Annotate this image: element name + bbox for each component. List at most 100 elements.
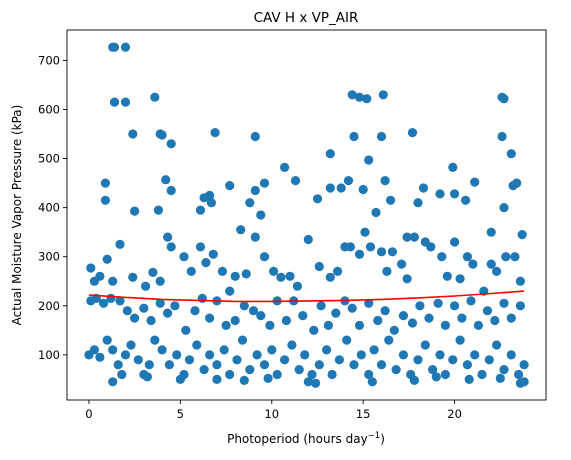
data-point	[384, 335, 394, 345]
data-point	[250, 232, 260, 242]
data-point	[450, 189, 460, 199]
data-point	[250, 131, 260, 142]
data-point	[153, 205, 163, 215]
data-point	[108, 377, 118, 387]
data-point	[120, 42, 131, 52]
data-point	[303, 234, 313, 245]
data-point	[322, 345, 332, 355]
data-point	[155, 298, 165, 308]
data-point	[462, 252, 472, 262]
points-layer	[84, 42, 529, 388]
data-point	[245, 365, 255, 375]
data-point	[358, 184, 368, 195]
data-point	[130, 206, 140, 216]
data-point	[442, 271, 452, 281]
data-point	[298, 311, 308, 321]
data-point	[267, 345, 277, 355]
data-point	[435, 189, 445, 199]
data-point	[464, 374, 474, 384]
data-point	[225, 181, 235, 191]
data-point	[519, 360, 529, 370]
data-point	[437, 252, 447, 262]
data-point	[413, 198, 423, 208]
data-point	[192, 340, 202, 350]
data-point	[108, 345, 118, 355]
data-point	[259, 360, 270, 370]
data-point	[120, 97, 131, 107]
data-point	[499, 94, 509, 104]
data-point	[354, 320, 365, 330]
data-point	[364, 155, 374, 165]
data-point	[499, 203, 509, 213]
data-point	[486, 259, 496, 269]
data-point	[420, 340, 430, 350]
data-point	[334, 355, 344, 365]
data-point	[517, 230, 527, 240]
data-point	[95, 352, 105, 362]
data-point	[210, 128, 220, 138]
data-point	[402, 232, 412, 242]
data-point	[150, 92, 160, 102]
data-point	[486, 227, 496, 237]
data-point	[265, 320, 275, 330]
data-point	[431, 372, 441, 382]
data-point	[172, 350, 182, 360]
data-point	[181, 325, 191, 335]
data-point	[364, 369, 374, 380]
data-point	[100, 178, 110, 188]
data-point	[389, 325, 399, 335]
data-point	[303, 377, 313, 387]
x-tick-label: 10	[264, 407, 279, 421]
data-point	[100, 195, 110, 205]
data-point	[221, 320, 231, 330]
data-point	[325, 149, 335, 159]
data-point	[373, 315, 383, 326]
data-point	[492, 340, 502, 350]
data-point	[163, 308, 173, 318]
data-point	[333, 266, 343, 276]
data-point	[349, 131, 359, 142]
data-point	[365, 242, 376, 252]
data-point	[130, 313, 140, 323]
data-point	[256, 210, 266, 220]
data-point	[360, 227, 370, 237]
x-axis-label-end: )	[380, 432, 385, 446]
y-tick-label: 200	[38, 299, 60, 313]
data-point	[205, 190, 215, 200]
data-point	[312, 194, 323, 204]
data-point	[241, 269, 251, 279]
data-point	[477, 369, 487, 380]
data-point	[99, 298, 109, 308]
data-point	[248, 306, 259, 316]
data-point	[259, 178, 270, 188]
data-point	[325, 183, 335, 193]
data-point	[219, 345, 229, 355]
data-point	[362, 94, 372, 104]
data-point	[347, 90, 357, 100]
data-point	[473, 320, 483, 330]
data-point	[323, 320, 333, 330]
data-point	[157, 345, 167, 355]
data-point	[170, 301, 180, 311]
data-point	[506, 149, 516, 159]
data-point	[450, 301, 460, 311]
data-point	[413, 355, 423, 365]
x-tick-label: 5	[177, 407, 184, 421]
data-point	[197, 293, 207, 303]
data-point	[515, 276, 526, 286]
data-point	[236, 225, 246, 235]
data-point	[466, 296, 476, 306]
data-point	[418, 183, 429, 193]
data-point	[380, 306, 390, 316]
data-point	[133, 355, 143, 365]
data-point	[281, 315, 291, 326]
y-tick-label: 600	[38, 102, 60, 116]
data-point	[294, 365, 304, 375]
data-point	[426, 242, 436, 252]
data-point	[382, 266, 392, 276]
data-point	[407, 318, 418, 328]
data-point	[155, 276, 165, 286]
data-point	[506, 313, 516, 323]
data-point	[356, 350, 366, 360]
